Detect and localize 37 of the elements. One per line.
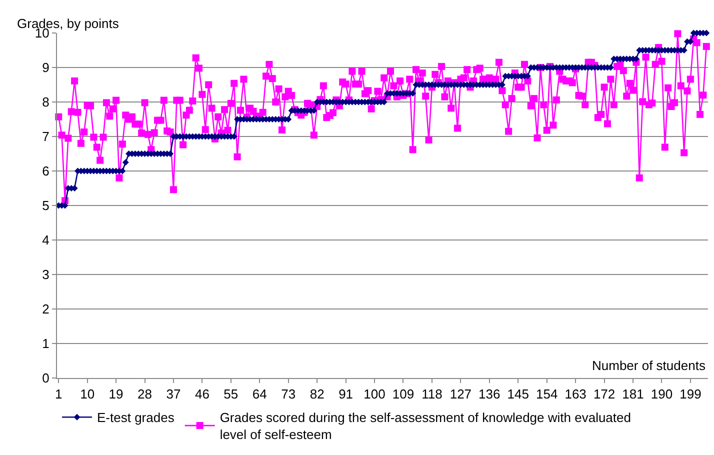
x-tick-label: 190 xyxy=(650,386,673,402)
y-tick-label: 5 xyxy=(42,198,50,214)
x-tick-label: 199 xyxy=(680,386,702,402)
x-tick-label: 1 xyxy=(54,386,62,402)
y-tick-label: 9 xyxy=(42,60,50,76)
x-tick-label: 109 xyxy=(392,386,414,402)
legend-label: Grades scored during the self-assessment of knowledge with evaluated level of self-esteem xyxy=(220,410,631,442)
x-tick-label: 181 xyxy=(622,386,644,402)
x-tick-label: 127 xyxy=(450,386,472,402)
x-tick-label: 55 xyxy=(224,386,238,402)
x-tick-label: 82 xyxy=(310,386,324,402)
y-tick-label: 6 xyxy=(42,164,50,179)
y-tick-label: 0 xyxy=(42,370,50,386)
y-axis-title: Grades, by points xyxy=(17,16,120,31)
y-tick-label: 4 xyxy=(42,232,50,248)
x-tick-label: 172 xyxy=(593,386,616,402)
x-tick-label: 64 xyxy=(252,386,267,402)
x-tick-label: 163 xyxy=(564,386,586,402)
x-tick-label: 10 xyxy=(80,386,95,402)
x-tick-label: 118 xyxy=(422,386,442,402)
x-tick-label: 91 xyxy=(338,386,354,402)
y-tick-label: 1 xyxy=(42,336,50,352)
x-axis-title: Number of students xyxy=(592,358,706,373)
x-tick-label: 19 xyxy=(108,386,124,402)
x-tick-label: 73 xyxy=(281,386,296,402)
x-tick-label: 46 xyxy=(194,386,210,402)
x-tick-label: 28 xyxy=(138,386,152,402)
y-tick-label: 7 xyxy=(42,129,50,144)
y-tick-label: 8 xyxy=(42,94,50,110)
x-tick-label: 100 xyxy=(364,386,386,402)
legend-label: E-test grades xyxy=(97,410,175,426)
x-tick-label: 145 xyxy=(507,386,529,402)
y-tick-label: 3 xyxy=(42,267,50,282)
y-tick-label: 2 xyxy=(42,302,50,317)
x-tick-label: 37 xyxy=(166,386,181,402)
x-tick-label: 136 xyxy=(478,386,500,402)
x-tick-label: 154 xyxy=(536,386,558,402)
